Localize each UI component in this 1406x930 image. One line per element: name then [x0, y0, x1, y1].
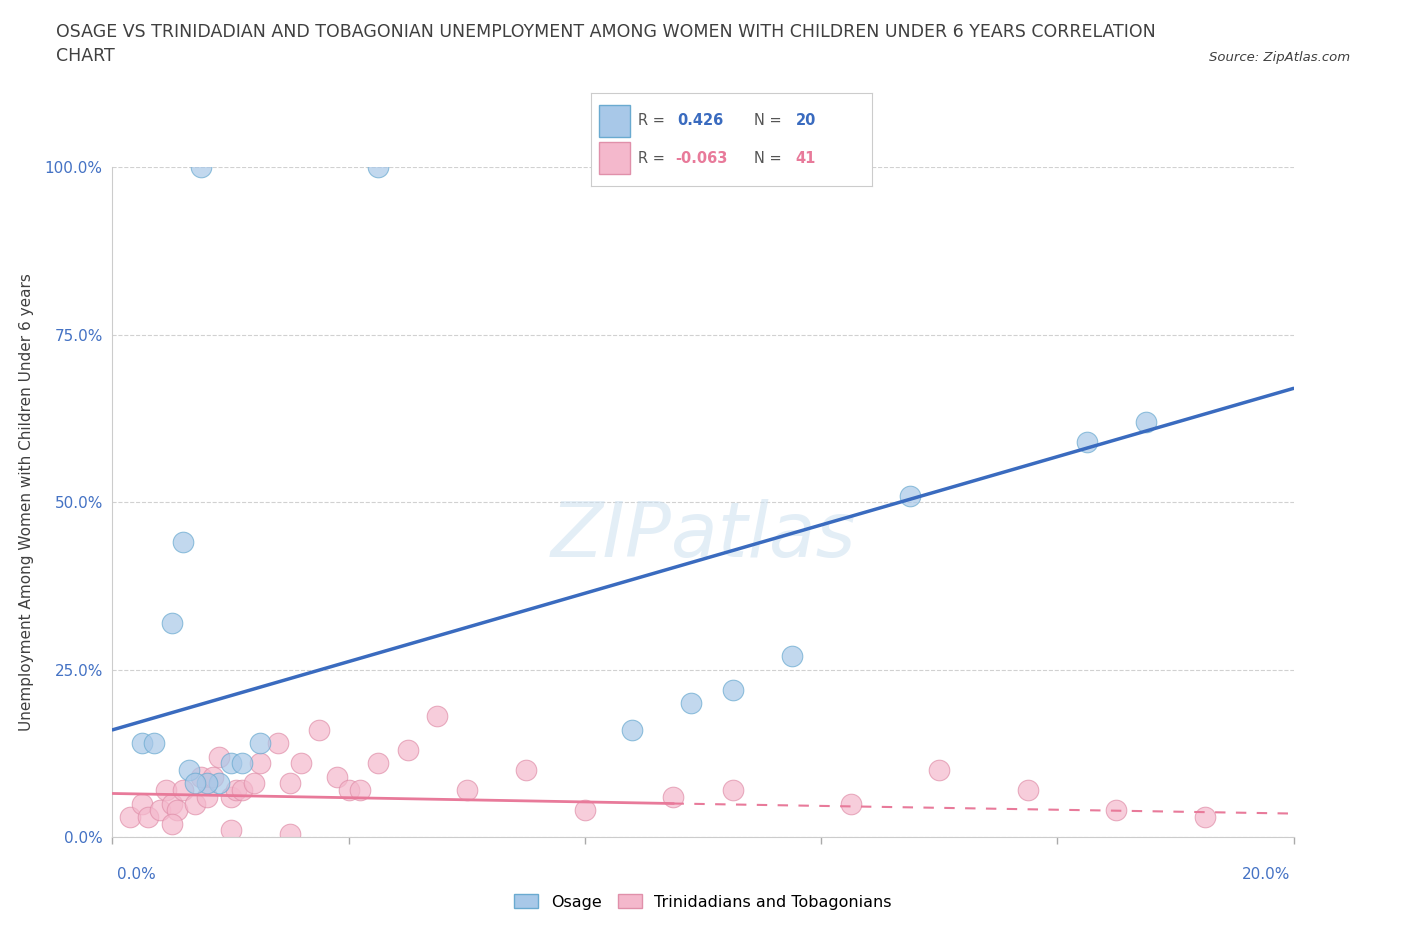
Text: 20: 20	[796, 113, 815, 128]
Point	[166, 803, 188, 817]
Point	[155, 783, 177, 798]
Point	[190, 160, 212, 175]
Point	[190, 769, 212, 784]
Point	[681, 696, 703, 711]
Point	[231, 783, 253, 798]
Y-axis label: Unemployment Among Women with Children Under 6 years: Unemployment Among Women with Children U…	[18, 273, 34, 731]
Point	[184, 796, 207, 811]
Point	[898, 488, 921, 503]
Text: 0.0%: 0.0%	[117, 867, 156, 882]
Point	[184, 776, 207, 790]
Point	[426, 709, 449, 724]
Point	[928, 763, 950, 777]
Point	[456, 783, 478, 798]
Point	[662, 790, 685, 804]
Point	[136, 809, 159, 824]
Point	[1194, 809, 1216, 824]
Point	[195, 790, 218, 804]
Point	[1017, 783, 1039, 798]
Point	[396, 742, 419, 757]
Point	[290, 756, 312, 771]
Text: OSAGE VS TRINIDADIAN AND TOBAGONIAN UNEMPLOYMENT AMONG WOMEN WITH CHILDREN UNDER: OSAGE VS TRINIDADIAN AND TOBAGONIAN UNEM…	[56, 23, 1156, 65]
Text: -0.063: -0.063	[675, 151, 727, 166]
Text: 0.426: 0.426	[678, 113, 724, 128]
Point	[621, 723, 644, 737]
Point	[1105, 803, 1128, 817]
Point	[131, 796, 153, 811]
Point	[208, 750, 231, 764]
Point	[208, 776, 231, 790]
Point	[172, 535, 194, 550]
Point	[149, 803, 172, 817]
Point	[243, 776, 266, 790]
Point	[721, 783, 744, 798]
Point	[249, 756, 271, 771]
Text: 41: 41	[796, 151, 815, 166]
Point	[780, 649, 803, 664]
Text: N =: N =	[754, 113, 782, 128]
Point	[337, 783, 360, 798]
Point	[326, 769, 349, 784]
Point	[515, 763, 537, 777]
Text: R =: R =	[638, 151, 665, 166]
Point	[179, 763, 201, 777]
Text: N =: N =	[754, 151, 782, 166]
Point	[160, 796, 183, 811]
Point	[231, 756, 253, 771]
Point	[367, 756, 389, 771]
Text: 20.0%: 20.0%	[1243, 867, 1291, 882]
Point	[195, 776, 218, 790]
Point	[142, 736, 165, 751]
Point	[160, 817, 183, 831]
Point	[120, 809, 142, 824]
Point	[721, 683, 744, 698]
Point	[839, 796, 862, 811]
Point	[131, 736, 153, 751]
Point	[278, 776, 301, 790]
Point	[201, 769, 224, 784]
Point	[172, 783, 194, 798]
Point	[308, 723, 330, 737]
Point	[574, 803, 596, 817]
Point	[225, 783, 247, 798]
Point	[219, 823, 242, 838]
Bar	[599, 142, 630, 175]
Point	[349, 783, 371, 798]
Text: Source: ZipAtlas.com: Source: ZipAtlas.com	[1209, 51, 1350, 64]
Bar	[599, 105, 630, 137]
Point	[267, 736, 290, 751]
Text: ZIPatlas: ZIPatlas	[550, 498, 856, 573]
Point	[1135, 415, 1157, 430]
Legend: Osage, Trinidadians and Tobagonians: Osage, Trinidadians and Tobagonians	[508, 887, 898, 916]
Point	[249, 736, 271, 751]
Point	[367, 160, 389, 175]
Point	[160, 616, 183, 631]
Text: R =: R =	[638, 113, 665, 128]
Point	[1076, 434, 1098, 449]
Point	[278, 826, 301, 841]
Point	[219, 790, 242, 804]
Point	[219, 756, 242, 771]
